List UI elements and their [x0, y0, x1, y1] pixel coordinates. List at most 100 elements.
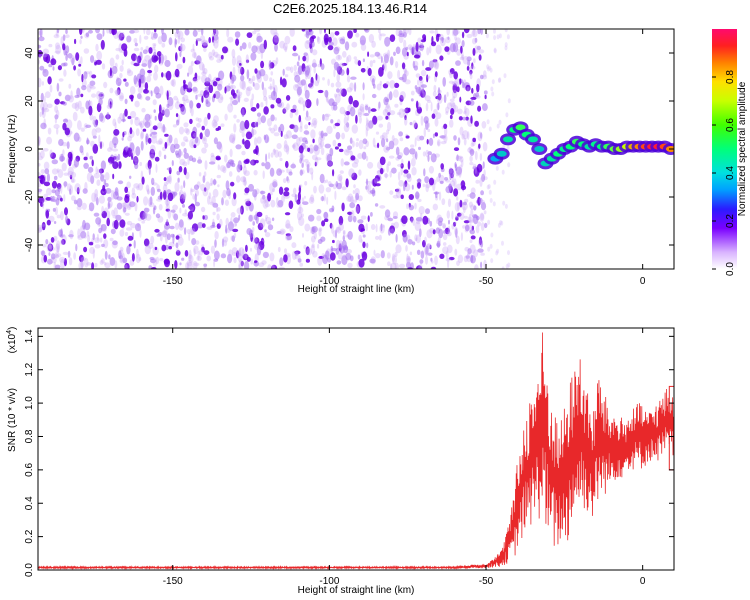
noise-blob — [179, 43, 186, 52]
noise-blob — [82, 188, 88, 194]
noise-blob — [322, 114, 325, 122]
noise-blob — [107, 147, 113, 152]
noise-blob — [324, 89, 329, 98]
noise-blob — [129, 127, 133, 135]
noise-blob — [53, 253, 59, 259]
noise-blob — [246, 256, 251, 262]
noise-blob — [315, 73, 318, 81]
noise-blob — [241, 80, 247, 91]
noise-blob — [279, 257, 284, 267]
noise-blob — [399, 76, 404, 81]
noise-texture — [38, 29, 513, 269]
noise-blob — [182, 161, 188, 167]
noise-blob — [242, 176, 246, 183]
noise-blob — [193, 245, 199, 255]
noise-blob — [353, 56, 357, 60]
noise-blob — [482, 103, 488, 112]
noise-blob — [249, 214, 255, 222]
noise-blob — [327, 78, 330, 87]
noise-blob — [430, 257, 433, 262]
noise-blob — [127, 115, 132, 120]
noise-blob — [463, 220, 470, 224]
noise-blob — [250, 52, 257, 61]
noise-blob — [279, 157, 283, 162]
noise-blob — [455, 216, 459, 221]
noise-blob — [349, 106, 356, 117]
noise-blob — [297, 258, 302, 263]
noise-blob — [384, 105, 391, 114]
noise-blob — [221, 238, 225, 248]
noise-blob — [230, 181, 235, 187]
noise-blob — [167, 208, 172, 219]
noise-blob — [292, 143, 296, 150]
y-tick-label: 1.4 — [24, 329, 35, 343]
noise-blob — [278, 266, 285, 269]
noise-blob — [465, 224, 470, 232]
noise-blob — [182, 204, 185, 208]
noise-blob — [229, 134, 235, 144]
noise-blob — [96, 179, 101, 186]
noise-blob — [347, 262, 353, 268]
noise-blob — [38, 175, 45, 179]
noise-blob — [268, 86, 275, 90]
noise-blob — [264, 232, 271, 238]
noise-blob — [314, 161, 317, 167]
noise-blob — [141, 220, 146, 224]
noise-blob — [431, 260, 434, 264]
noise-blob — [479, 132, 483, 139]
noise-blob — [382, 224, 385, 228]
noise-blob — [259, 218, 266, 228]
noise-blob — [236, 55, 242, 65]
noise-blob — [296, 199, 301, 205]
noise-blob — [141, 59, 148, 68]
noise-blob — [43, 107, 50, 113]
noise-blob — [39, 65, 45, 71]
noise-blob — [406, 175, 412, 183]
noise-blob — [231, 56, 237, 66]
noise-blob — [442, 77, 447, 87]
noise-blob — [191, 157, 197, 163]
noise-blob — [199, 90, 204, 97]
noise-blob — [338, 215, 344, 226]
noise-blob — [170, 209, 176, 213]
noise-blob — [84, 235, 87, 239]
noise-blob — [47, 258, 53, 265]
noise-blob — [192, 89, 199, 94]
noise-blob — [236, 89, 239, 94]
noise-blob — [443, 134, 448, 143]
noise-blob — [68, 95, 74, 103]
noise-blob — [166, 233, 171, 241]
noise-blob — [237, 64, 242, 75]
noise-blob — [353, 158, 359, 164]
noise-blob — [90, 140, 95, 147]
noise-blob — [224, 154, 228, 163]
noise-blob — [43, 254, 48, 263]
noise-blob — [473, 249, 479, 258]
noise-blob — [392, 216, 398, 219]
noise-blob — [305, 258, 310, 263]
noise-blob — [107, 201, 111, 210]
noise-blob — [115, 214, 122, 221]
noise-blob — [455, 172, 459, 177]
noise-blob — [133, 47, 140, 52]
noise-blob — [168, 37, 173, 46]
noise-blob — [499, 220, 503, 226]
noise-blob — [65, 215, 69, 224]
noise-blob — [276, 197, 279, 205]
noise-blob — [373, 83, 376, 89]
noise-blob — [460, 45, 463, 54]
noise-blob — [248, 183, 254, 192]
noise-blob — [489, 198, 493, 203]
noise-blob — [64, 34, 70, 39]
noise-blob — [101, 210, 108, 219]
noise-blob — [160, 53, 164, 64]
noise-blob — [155, 140, 163, 145]
noise-blob — [203, 263, 208, 267]
noise-blob — [122, 253, 125, 263]
noise-blob — [248, 214, 253, 222]
noise-blob — [352, 199, 358, 203]
noise-blob — [116, 202, 123, 210]
noise-blob — [398, 263, 406, 269]
noise-blob — [63, 258, 67, 267]
